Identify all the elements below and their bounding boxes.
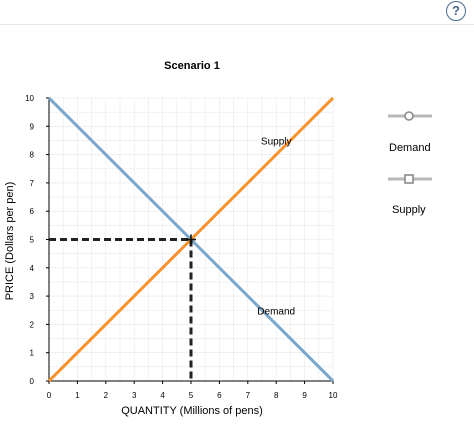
y-tick-label: 5 — [30, 236, 35, 245]
circle-handle-icon — [388, 111, 432, 121]
x-tick-label: 3 — [132, 391, 137, 400]
x-tick-label: 7 — [246, 391, 251, 400]
y-tick-label: 0 — [30, 377, 35, 386]
demand-curve-label: Demand — [257, 306, 295, 317]
y-tick-label: 7 — [30, 179, 35, 188]
y-tick-label: 9 — [30, 122, 35, 131]
demand-tool-label: Demand — [389, 142, 431, 154]
square-handle-icon — [388, 174, 432, 184]
equilibrium-marker-group — [186, 234, 196, 245]
y-tick-label: 1 — [30, 349, 35, 358]
x-tick-label: 1 — [75, 391, 80, 400]
y-tick-label: 6 — [30, 207, 35, 216]
supply-tool-label: Supply — [392, 204, 426, 216]
demand-tool[interactable] — [388, 108, 432, 124]
y-tick-label: 4 — [30, 264, 35, 273]
x-tick-label: 4 — [160, 391, 165, 400]
top-divider — [0, 24, 474, 25]
x-tick-label: 9 — [302, 391, 307, 400]
help-button[interactable]: ? — [446, 1, 466, 21]
x-tick-label: 10 — [329, 391, 338, 400]
y-tick-label: 8 — [30, 151, 35, 160]
tick-labels: 0 1 2 3 4 5 6 7 8 9 10 0 1 2 3 4 5 6 7 8 9 10 — [25, 94, 338, 400]
y-tick-label: 10 — [25, 94, 34, 103]
y-axis-label: PRICE (Dollars per pen) — [4, 182, 16, 301]
x-tick-label: 0 — [47, 391, 52, 400]
equilibrium-guides — [49, 238, 193, 381]
y-tick-label: 3 — [30, 292, 35, 301]
y-tick-label: 2 — [30, 320, 35, 329]
x-axis-label: QUANTITY (Millions of pens) — [121, 405, 263, 417]
x-tick-label: 5 — [189, 391, 194, 400]
supply-curve-label: Supply — [261, 136, 292, 147]
x-tick-label: 2 — [104, 391, 109, 400]
series-labels: Demand Supply — [257, 136, 295, 317]
x-tick-label: 8 — [274, 391, 279, 400]
x-tick-label: 6 — [217, 391, 222, 400]
supply-tool[interactable] — [388, 171, 432, 187]
chart-title: Scenario 1 — [164, 60, 220, 72]
